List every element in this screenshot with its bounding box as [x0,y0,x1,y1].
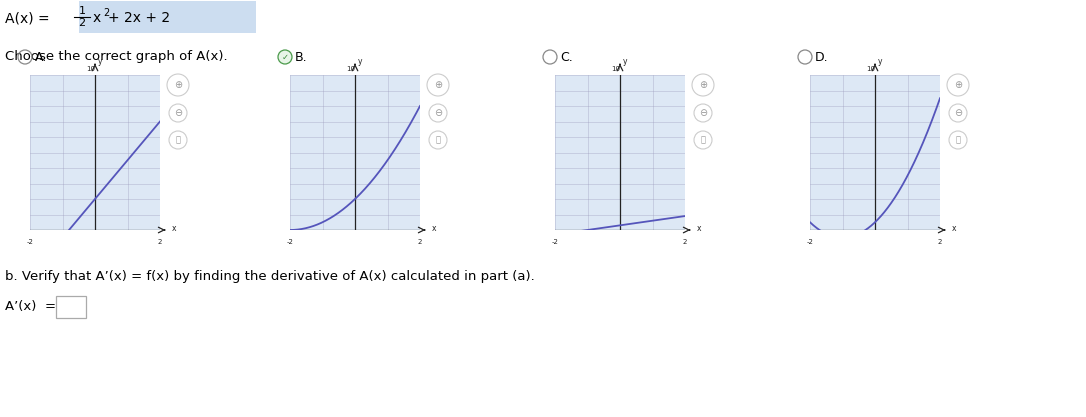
Circle shape [692,74,714,96]
Text: y: y [98,57,102,66]
Text: ⊕: ⊕ [954,80,962,90]
Text: -2: -2 [287,239,293,245]
Text: y: y [357,57,362,66]
FancyBboxPatch shape [79,1,256,33]
Text: ⊕: ⊕ [434,80,442,90]
Text: -2: -2 [26,239,34,245]
Text: Choose the correct graph of A(x).: Choose the correct graph of A(x). [5,50,228,63]
Text: A.: A. [35,50,48,63]
Text: y: y [877,57,882,66]
FancyBboxPatch shape [56,296,86,318]
Text: x: x [93,11,101,25]
Text: ⧉: ⧉ [956,136,960,145]
Circle shape [694,131,712,149]
Circle shape [429,131,447,149]
Text: ⧉: ⧉ [700,136,706,145]
Circle shape [949,131,967,149]
Text: x: x [696,224,700,233]
Text: 10: 10 [346,66,355,72]
Circle shape [429,104,447,122]
Text: ⊖: ⊖ [954,108,962,118]
Circle shape [278,50,292,64]
Text: 2: 2 [938,239,943,245]
Text: =: = [45,300,56,313]
Text: -2: -2 [807,239,813,245]
Text: 10: 10 [866,66,875,72]
Text: -2: -2 [552,239,558,245]
Text: y: y [622,57,627,66]
Text: ⊖: ⊖ [699,108,707,118]
Text: A’(x): A’(x) [5,300,40,313]
Text: ⊖: ⊖ [174,108,182,118]
Text: x: x [431,224,435,233]
Text: 10: 10 [611,66,620,72]
Circle shape [694,104,712,122]
Text: D.: D. [814,50,829,63]
Text: 1: 1 [78,6,86,16]
Text: 10: 10 [86,66,94,72]
Text: ⊖: ⊖ [434,108,442,118]
Text: A(x) =: A(x) = [5,11,54,25]
Text: 2: 2 [683,239,687,245]
Circle shape [947,74,969,96]
Text: x: x [172,224,176,233]
Text: 2: 2 [78,18,86,28]
Text: ⊕: ⊕ [699,80,707,90]
Text: B.: B. [295,50,307,63]
Circle shape [169,131,187,149]
Text: ⧉: ⧉ [435,136,441,145]
Text: 2: 2 [157,239,162,245]
Text: ⧉: ⧉ [176,136,180,145]
Circle shape [427,74,449,96]
Text: C.: C. [560,50,572,63]
Text: b. Verify that A’(x) = f(x) by finding the derivative of A(x) calculated in part: b. Verify that A’(x) = f(x) by finding t… [5,270,534,283]
Circle shape [169,104,187,122]
Text: 2: 2 [418,239,422,245]
Circle shape [949,104,967,122]
Circle shape [167,74,189,96]
Text: 2: 2 [103,8,110,18]
Text: ⊕: ⊕ [174,80,182,90]
Text: ✓: ✓ [281,53,289,61]
Text: x: x [951,224,956,233]
Text: + 2x + 2: + 2x + 2 [108,11,171,25]
